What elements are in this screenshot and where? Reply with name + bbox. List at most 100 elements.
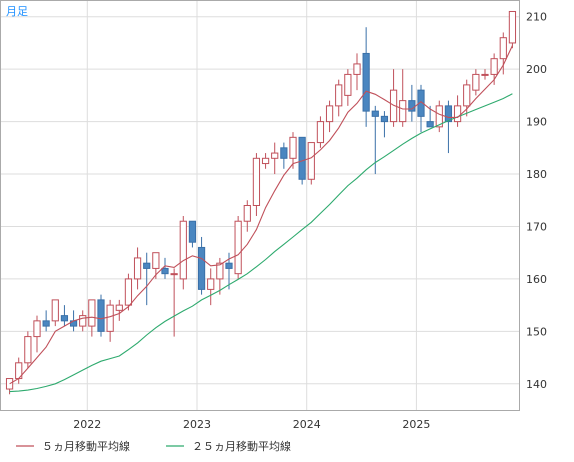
candle-body <box>426 121 434 128</box>
candle-body <box>79 315 87 327</box>
candle <box>463 79 471 117</box>
candle <box>417 84 425 133</box>
sma5-line <box>9 45 513 385</box>
candle <box>88 299 96 337</box>
candle-body <box>243 205 251 222</box>
candle <box>188 220 197 248</box>
candle-body <box>289 136 297 159</box>
candle-body <box>207 278 215 290</box>
candle-body <box>33 320 41 338</box>
x-tick-label: 2025 <box>402 418 430 431</box>
candle <box>362 27 370 127</box>
candle-body <box>170 273 178 276</box>
candle-body <box>344 73 352 96</box>
x-tick-label: 2022 <box>73 418 101 431</box>
candle <box>33 315 41 353</box>
candle-body <box>225 262 233 269</box>
candle-body <box>472 73 480 91</box>
y-tick-label: 160 <box>526 273 547 286</box>
candle-body <box>280 147 288 159</box>
candle-body <box>307 142 315 180</box>
candle <box>42 310 50 332</box>
candle <box>435 100 443 133</box>
candle <box>79 310 87 332</box>
candle-body <box>133 257 142 280</box>
y-tick-label: 210 <box>526 11 547 24</box>
candle-body <box>271 152 279 159</box>
candle <box>234 215 242 279</box>
candle-body <box>179 220 187 280</box>
y-tick-label: 140 <box>526 378 547 391</box>
legend-label-sma5: ５ヵ月移動平均線 <box>42 439 130 453</box>
candle-body <box>5 378 14 390</box>
candle <box>399 69 407 127</box>
candle-body <box>453 105 462 123</box>
candle <box>271 142 279 175</box>
candle-body <box>197 246 206 290</box>
candle-body <box>106 304 114 332</box>
candle-body <box>325 105 334 123</box>
candle <box>380 111 389 138</box>
candle <box>335 79 343 117</box>
candle <box>252 153 261 216</box>
candle <box>143 252 151 306</box>
candle <box>280 142 288 169</box>
candle-body <box>463 84 471 107</box>
candle-body <box>161 267 169 275</box>
y-tick-label: 190 <box>526 116 547 129</box>
x-tick-label: 2024 <box>293 418 321 431</box>
candle <box>289 132 297 169</box>
candle <box>325 100 334 133</box>
candle-body <box>335 84 343 107</box>
y-tick-label: 150 <box>526 325 547 338</box>
candle-body <box>399 100 407 123</box>
candle-body <box>481 73 489 76</box>
legend-label-sma25: ２５ヵ月移動平均線 <box>192 439 291 453</box>
candle <box>261 153 270 169</box>
candle-body <box>124 278 133 306</box>
candle-body <box>490 58 498 75</box>
candle-body <box>88 299 96 327</box>
candle <box>197 236 206 295</box>
candle <box>179 215 187 290</box>
candle-body <box>115 304 123 311</box>
candle-body <box>97 299 105 332</box>
candle-body <box>362 52 370 112</box>
candle <box>170 268 178 337</box>
sma25-line <box>9 93 513 393</box>
y-tick-label: 180 <box>526 168 547 181</box>
candle <box>24 331 32 369</box>
candle <box>97 294 105 337</box>
candle <box>307 142 315 185</box>
candle <box>316 116 325 148</box>
candle-body <box>261 157 270 165</box>
candle-body <box>371 110 379 117</box>
candle-body <box>353 63 361 75</box>
candle-body <box>298 136 306 180</box>
y-tick-label: 170 <box>526 220 547 233</box>
candle <box>133 247 142 290</box>
candle <box>106 299 114 342</box>
candle <box>115 299 123 321</box>
x-tick-label: 2023 <box>183 418 211 431</box>
moving-averages <box>9 45 513 393</box>
candle-body <box>60 315 69 322</box>
candle-body <box>435 105 443 128</box>
candle-body <box>152 252 160 269</box>
candle-body <box>188 220 197 243</box>
candle-body <box>42 320 50 327</box>
candle <box>60 305 69 327</box>
candle-body <box>444 105 453 123</box>
candle-body <box>252 157 261 206</box>
candle <box>453 95 462 127</box>
candle <box>124 273 133 311</box>
candle-body <box>51 299 59 322</box>
period-label: 月足 <box>6 5 28 18</box>
candle <box>207 268 215 306</box>
candle <box>161 257 169 279</box>
candle <box>216 257 224 295</box>
candle-body <box>380 115 389 123</box>
candle <box>5 378 14 395</box>
